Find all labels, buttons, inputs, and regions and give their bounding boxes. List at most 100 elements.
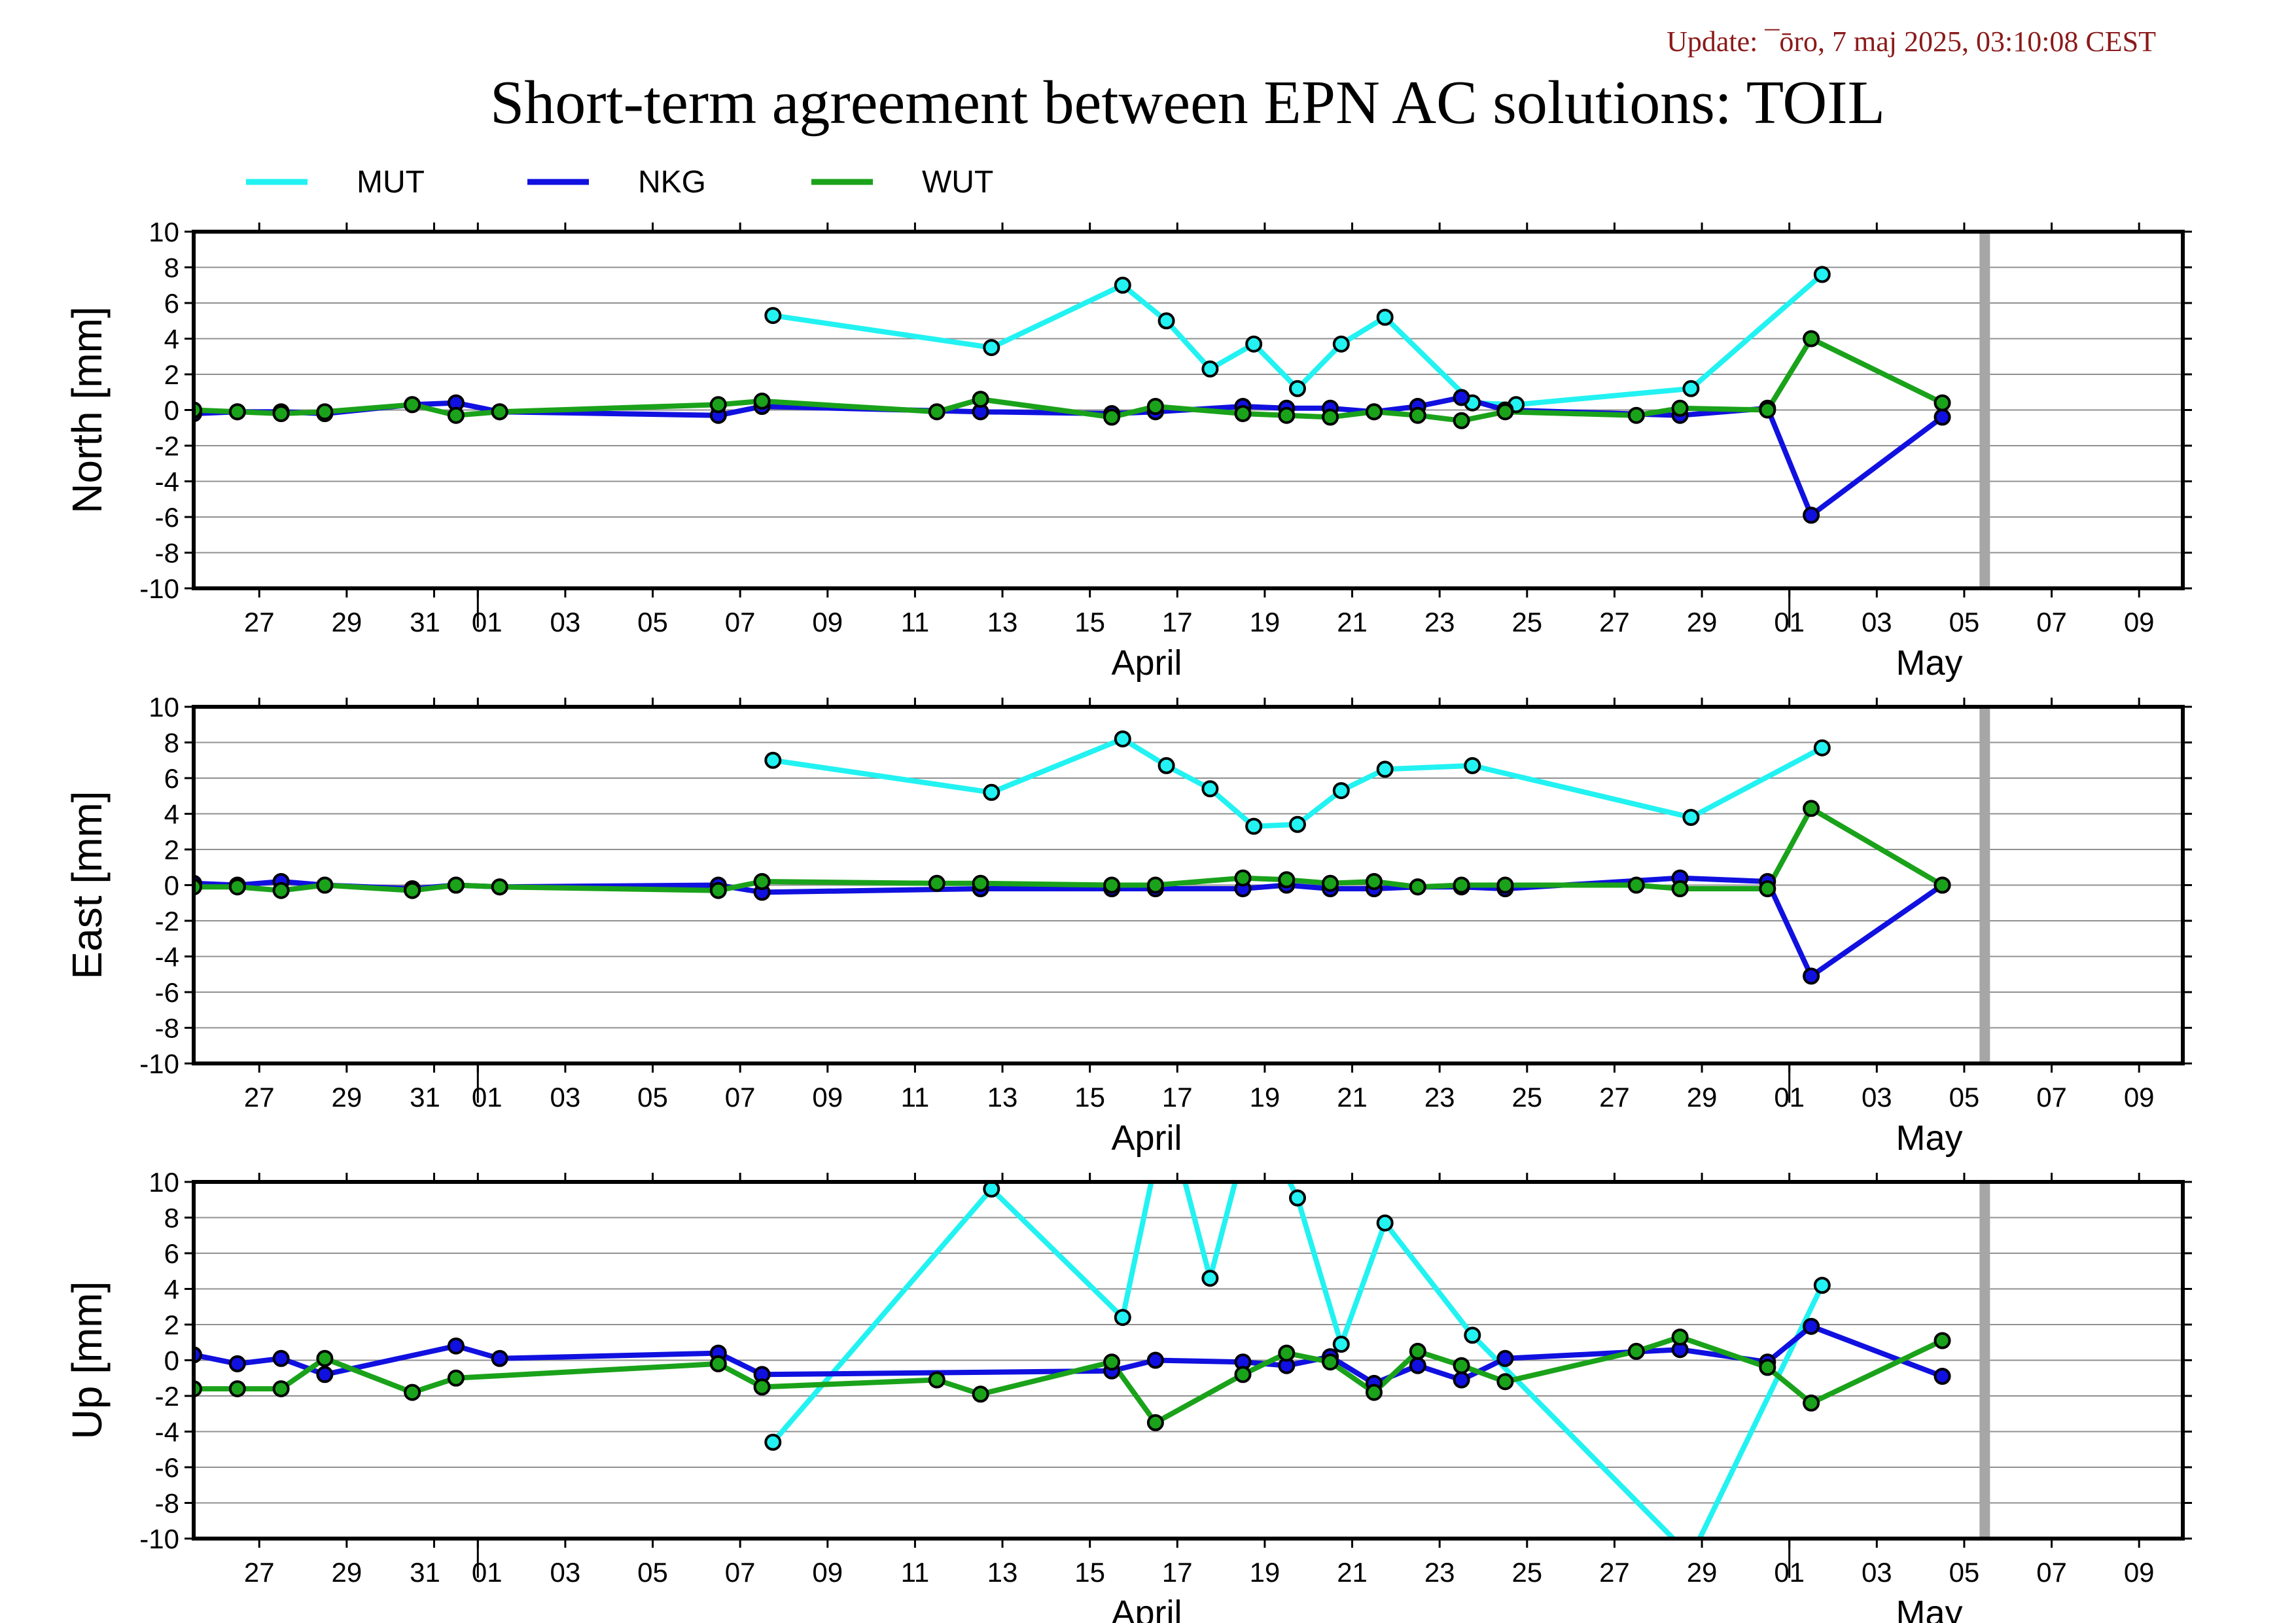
data-point-wut [272, 1380, 290, 1398]
panel-north: -10 -8 -6 -4 -2 0 2 4 6 8 10 27 29 31 01 03 05 07 09 11 13 15… [63, 217, 2192, 683]
data-point-nkg [316, 1366, 334, 1383]
x-tick-label: 29 [1687, 607, 1718, 637]
data-point-wut [1671, 1329, 1689, 1346]
series-line-mut [771, 1182, 1825, 1539]
data-point-wut [1366, 1383, 1383, 1401]
month-label: April [1112, 1118, 1182, 1158]
month-label: April [1112, 643, 1182, 683]
x-tick-label: 21 [1337, 1082, 1368, 1113]
data-point-mut [1245, 335, 1263, 353]
data-point-wut [1496, 1373, 1514, 1391]
data-point-wut [928, 1371, 945, 1389]
data-point-wut [709, 1355, 727, 1372]
data-point-mut [983, 339, 1000, 357]
data-point-wut [1278, 1344, 1296, 1362]
series-group [194, 266, 1951, 524]
data-point-nkg [1803, 1317, 1820, 1335]
x-tick-label: 19 [1250, 1082, 1280, 1113]
data-point-mut [1376, 1214, 1394, 1232]
x-tick-label: 27 [1599, 1557, 1630, 1588]
data-point-mut [1114, 276, 1131, 294]
y-tick-label: -6 [155, 502, 179, 533]
data-point-wut [972, 874, 989, 892]
y-tick-label: 4 [164, 324, 179, 355]
x-tick-label: 07 [2036, 1082, 2067, 1113]
x-tick-label: 29 [331, 1082, 362, 1113]
x-tick-label: 05 [637, 607, 668, 637]
data-point-mut [1376, 308, 1394, 326]
data-point-wut [1803, 800, 1820, 817]
x-tick-label: 09 [2124, 1082, 2155, 1113]
x-tick-label: 07 [2036, 607, 2067, 637]
series-line-mut [772, 736, 1824, 829]
now-marker [1979, 1182, 1990, 1539]
data-point-wut [1366, 873, 1383, 890]
data-point-mut [1289, 380, 1306, 397]
x-tick-label: 21 [1337, 1557, 1368, 1588]
data-point-wut [1409, 878, 1426, 896]
data-point-wut [1803, 330, 1820, 348]
x-tick-label: 29 [331, 607, 362, 637]
x-tick-label: 11 [901, 1082, 930, 1113]
data-point-wut [753, 1378, 771, 1396]
data-point-mut [1813, 266, 1831, 283]
y-tick-label: 8 [164, 253, 179, 283]
x-tick-label: 19 [1250, 1557, 1280, 1588]
legend-label-mut: MUT [357, 165, 425, 200]
x-tick-label: 31 [410, 607, 440, 637]
y-tick-label: 6 [164, 288, 179, 319]
month-label: April [1112, 1594, 1182, 1623]
y-tick-label: -10 [139, 1524, 179, 1554]
data-point-wut [1278, 871, 1296, 889]
data-point-nkg [272, 1349, 290, 1367]
data-point-wut [1759, 1359, 1776, 1376]
data-point-mut [1813, 739, 1831, 757]
data-point-wut [1322, 408, 1339, 426]
panel-up: -10 -8 -6 -4 -2 0 2 4 6 8 10 27 29 31 01 03 05 07 09 11 13 15… [63, 1167, 2192, 1623]
data-point-mut [1682, 380, 1700, 397]
x-tick-label: 25 [1511, 1557, 1542, 1588]
month-label: May [1896, 1118, 1962, 1158]
x-tick-label: 09 [812, 1557, 843, 1588]
x-tick-label: 31 [410, 1082, 440, 1113]
legend-label-wut: WUT [922, 165, 993, 200]
y-tick-label: -4 [155, 942, 179, 972]
data-point-wut [1496, 876, 1514, 894]
x-tick-label: 17 [1162, 1082, 1193, 1113]
y-tick-label: -2 [155, 431, 179, 461]
data-point-nkg [1934, 408, 1951, 426]
series-group [194, 730, 1951, 985]
y-tick-label: 0 [164, 395, 179, 426]
data-point-wut [1627, 876, 1645, 894]
y-axis-label: North [mm] [63, 306, 111, 513]
data-point-wut [1409, 406, 1426, 424]
x-tick-label: 21 [1337, 607, 1368, 637]
data-point-wut [491, 878, 508, 896]
x-tick-label: 03 [1862, 1557, 1892, 1588]
data-point-wut [753, 873, 771, 890]
y-tick-label: 8 [164, 728, 179, 758]
x-tick-label: 09 [2124, 1557, 2155, 1588]
data-point-wut [972, 1385, 989, 1403]
data-point-mut [1682, 809, 1700, 826]
x-tick-label: 01 [472, 1557, 503, 1588]
series-group [194, 1182, 1951, 1539]
data-point-wut [316, 876, 334, 894]
data-point-wut [928, 874, 945, 892]
x-tick-label: 03 [550, 607, 581, 637]
data-point-wut [1934, 1332, 1951, 1349]
data-point-mut [1464, 1327, 1481, 1344]
data-point-mut [1114, 730, 1131, 748]
data-point-mut [1332, 1336, 1350, 1353]
data-point-mut [1464, 757, 1481, 774]
x-tick-label: 13 [987, 1557, 1018, 1588]
data-point-mut [764, 307, 782, 325]
data-point-nkg [491, 1349, 508, 1367]
data-point-wut [491, 403, 508, 421]
month-label: May [1896, 643, 1962, 683]
data-point-wut [1934, 394, 1951, 412]
y-tick-label: 2 [164, 1310, 179, 1340]
x-tick-label: 27 [244, 1082, 275, 1113]
now-marker [1979, 232, 1990, 588]
x-tick-label: 05 [1949, 1082, 1980, 1113]
